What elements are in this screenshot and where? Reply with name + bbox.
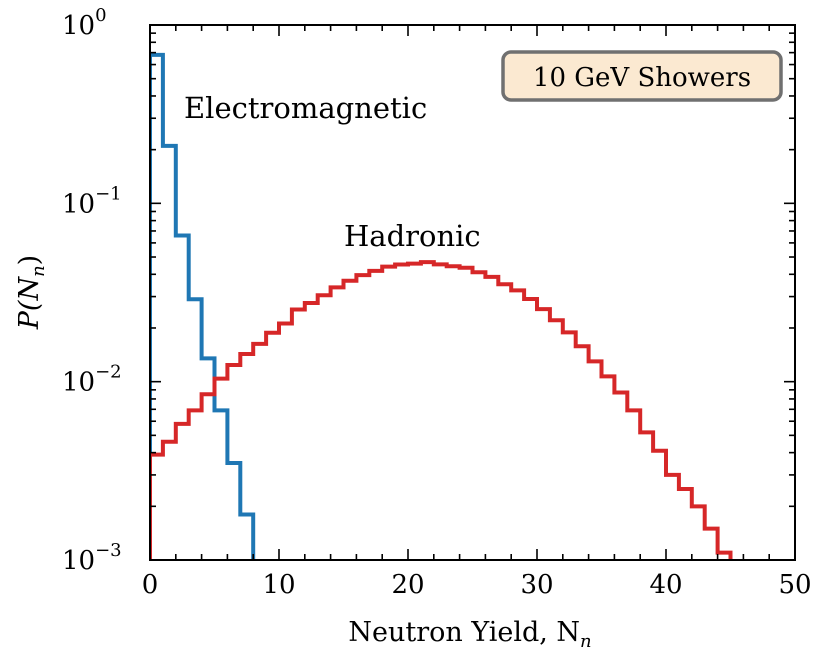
annotation-badge: 10 GeV Showers xyxy=(501,50,783,102)
y-tick-label: 10−3 xyxy=(62,540,122,576)
x-tick-label: 10 xyxy=(262,570,295,600)
x-tick-label: 40 xyxy=(649,570,682,600)
y-axis-title-close: ) xyxy=(14,255,45,266)
y-tick-label: 10−2 xyxy=(62,362,122,398)
annotation-badge-box xyxy=(501,50,783,102)
plot-frame xyxy=(149,24,796,561)
y-axis-title: P(Nn) xyxy=(14,255,49,330)
x-axis-title-text: Neutron Yield, N xyxy=(348,617,580,648)
x-tick-label: 50 xyxy=(778,570,811,600)
y-tick-label: 100 xyxy=(62,5,107,41)
series-label-electromagnetic: Electromagnetic xyxy=(184,91,427,125)
y-axis-title-subscript: n xyxy=(28,265,49,277)
x-axis-title: Neutron Yield, Nn xyxy=(348,617,591,652)
series-line-hadronic xyxy=(150,260,733,560)
series-label-hadronic: Hadronic xyxy=(344,219,481,253)
y-tick-label: 10−1 xyxy=(62,183,122,219)
x-tick-label: 0 xyxy=(142,570,159,600)
x-axis-title-subscript: n xyxy=(580,631,592,652)
y-axis-title-text: P(N xyxy=(14,276,45,331)
x-tick-label: 20 xyxy=(391,570,424,600)
annotation-text: 10 GeV Showers xyxy=(533,63,751,93)
x-tick-label: 30 xyxy=(520,570,553,600)
